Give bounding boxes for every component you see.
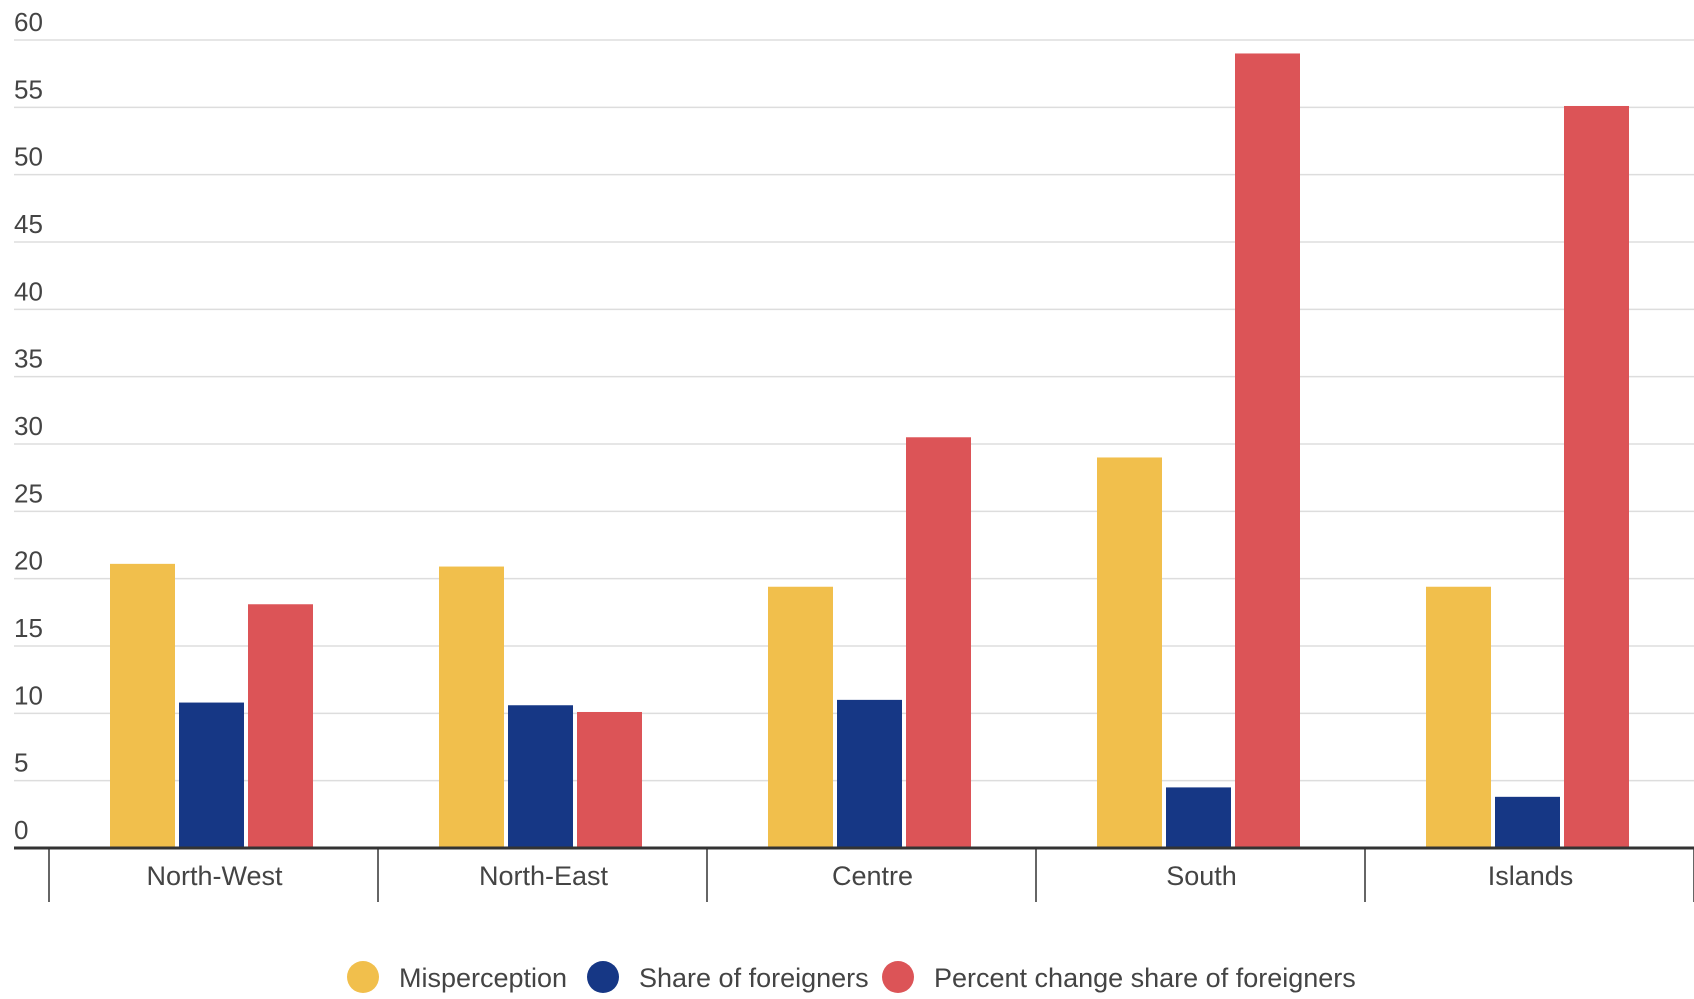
y-tick-label: 40 (14, 276, 43, 306)
bar-north-west-share-of-foreigners[interactable] (179, 702, 244, 848)
bar-islands-percent-change-share-of-foreigners[interactable] (1564, 105, 1629, 848)
legend-swatch (882, 961, 914, 993)
y-tick-label: 10 (14, 680, 43, 710)
x-tick-label: Islands (1488, 861, 1574, 891)
legend-item-percent-change-share-of-foreigners[interactable]: Percent change share of foreigners (882, 961, 1356, 993)
legend[interactable]: Misperception Share of foreigners Percent … (347, 961, 1356, 993)
bar-north-west-misperception[interactable] (110, 563, 175, 848)
y-tick-label: 15 (14, 613, 43, 643)
x-axis-tick-labels: North-West North-East Centre South Islands (146, 861, 1573, 891)
bar-centre-share-of-foreigners[interactable] (837, 699, 902, 848)
bar-centre-misperception[interactable] (768, 586, 833, 848)
x-tick-label: Centre (832, 861, 913, 891)
y-tick-label: 50 (14, 142, 43, 172)
bar-north-west-percent-change-share-of-foreigners[interactable] (248, 604, 313, 848)
y-tick-label: 0 (14, 815, 28, 845)
legend-swatch (587, 961, 619, 993)
y-tick-label: 20 (14, 546, 43, 576)
bar-south-share-of-foreigners[interactable] (1166, 787, 1231, 848)
bar-north-east-misperception[interactable] (439, 566, 504, 848)
legend-item-misperception[interactable]: Misperception (347, 961, 567, 993)
bar-north-east-percent-change-share-of-foreigners[interactable] (577, 711, 642, 848)
bar-south-percent-change-share-of-foreigners[interactable] (1235, 53, 1300, 848)
y-tick-label: 45 (14, 209, 43, 239)
y-tick-label: 55 (14, 74, 43, 104)
y-tick-label: 25 (14, 478, 43, 508)
bar-north-east-share-of-foreigners[interactable] (508, 705, 573, 848)
bar-south-misperception[interactable] (1097, 457, 1162, 848)
y-tick-label: 30 (14, 411, 43, 441)
x-tick-label: South (1166, 861, 1237, 891)
bar-centre-percent-change-share-of-foreigners[interactable] (906, 437, 971, 848)
y-tick-label: 60 (14, 7, 43, 37)
legend-label: Misperception (399, 963, 567, 993)
x-tick-label: North-East (479, 861, 609, 891)
y-axis-tick-labels: 0 5 10 15 20 25 30 35 40 45 50 55 60 (14, 7, 43, 845)
x-tick-label: North-West (146, 861, 283, 891)
x-axis (14, 846, 1694, 902)
legend-label: Percent change share of foreigners (934, 963, 1356, 993)
bars (110, 53, 1629, 848)
legend-label: Share of foreigners (639, 963, 869, 993)
bar-islands-misperception[interactable] (1426, 586, 1491, 848)
legend-item-share-of-foreigners[interactable]: Share of foreigners (587, 961, 869, 993)
legend-swatch (347, 961, 379, 993)
y-tick-label: 35 (14, 344, 43, 374)
bar-islands-share-of-foreigners[interactable] (1495, 796, 1560, 848)
y-tick-label: 5 (14, 748, 28, 778)
